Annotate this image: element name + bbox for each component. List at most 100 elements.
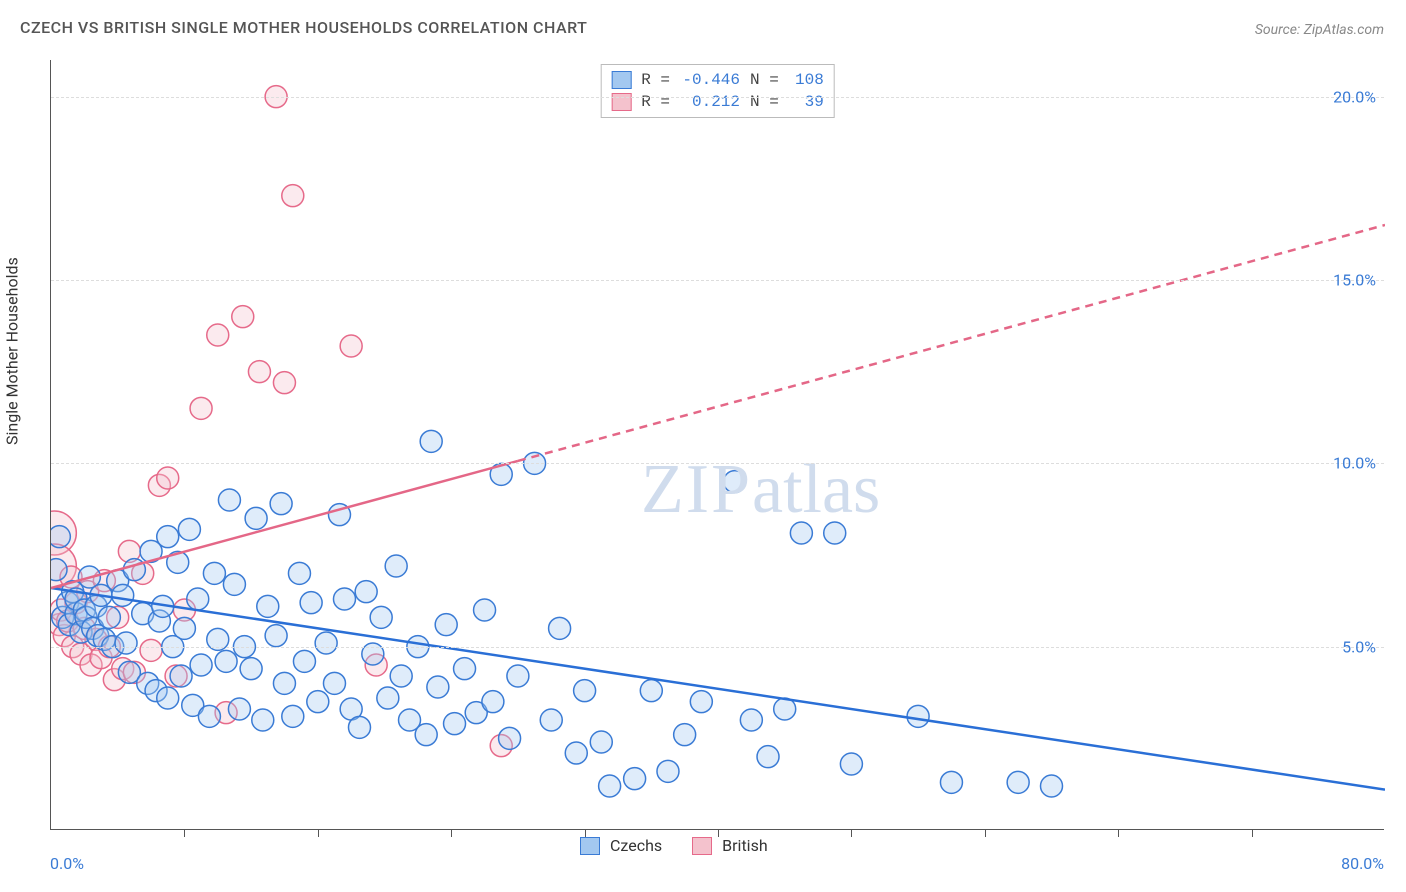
y-tick-label: 15.0% — [1333, 271, 1376, 290]
trend-line — [518, 225, 1385, 461]
data-point — [940, 771, 962, 793]
swatch-czech — [611, 71, 631, 89]
gridline — [51, 97, 1384, 98]
gridline — [51, 280, 1384, 281]
data-point — [499, 727, 521, 749]
y-tick-label: 10.0% — [1333, 454, 1376, 473]
data-point — [565, 742, 587, 764]
legend-swatch-czechs — [580, 837, 600, 855]
r-label-1: R = — [641, 69, 670, 91]
y-tick-label: 5.0% — [1342, 637, 1376, 656]
data-point — [507, 665, 529, 687]
data-point — [377, 687, 399, 709]
data-point — [474, 599, 496, 621]
n-label-2: N = — [750, 91, 779, 113]
data-point — [444, 713, 466, 735]
data-point — [218, 489, 240, 511]
data-point — [724, 471, 746, 493]
data-point — [245, 507, 267, 529]
data-point — [203, 562, 225, 584]
data-point — [390, 665, 412, 687]
data-point — [540, 709, 562, 731]
data-point — [98, 606, 120, 628]
data-point — [599, 775, 621, 797]
data-point — [51, 559, 67, 581]
n-val-1: 108 — [789, 69, 824, 91]
data-point — [840, 753, 862, 775]
data-point — [370, 606, 392, 628]
data-point — [228, 698, 250, 720]
legend-swatch-british — [692, 837, 712, 855]
data-point — [300, 592, 322, 614]
plot-area: ZIPatlas R = -0.446 N = 108 R = 0.212 N … — [50, 60, 1384, 830]
data-point — [198, 705, 220, 727]
data-point — [157, 467, 179, 489]
data-point — [690, 691, 712, 713]
data-point — [323, 672, 345, 694]
data-point — [640, 680, 662, 702]
x-origin-label: 0.0% — [50, 854, 84, 873]
data-point — [157, 687, 179, 709]
gridline — [51, 647, 1384, 648]
data-point — [1041, 775, 1063, 797]
data-point — [757, 746, 779, 768]
gridline — [51, 463, 1384, 464]
data-point — [273, 672, 295, 694]
legend-label-british: British — [722, 836, 767, 855]
data-point — [112, 584, 134, 606]
chart-title: CZECH VS BRITISH SINGLE MOTHER HOUSEHOLD… — [20, 18, 587, 37]
data-point — [549, 617, 571, 639]
data-point — [574, 680, 596, 702]
data-point — [355, 581, 377, 603]
legend-item-british: British — [692, 836, 767, 855]
data-point — [824, 522, 846, 544]
data-point — [674, 724, 696, 746]
stats-legend-box: R = -0.446 N = 108 R = 0.212 N = 39 — [600, 64, 835, 118]
x-max-label: 80.0% — [1341, 854, 1384, 873]
r-label-2: R = — [641, 91, 670, 113]
data-point — [1007, 771, 1029, 793]
data-point — [420, 430, 442, 452]
data-point — [248, 361, 270, 383]
y-axis-title: Single Mother Households — [3, 257, 22, 445]
data-point — [252, 709, 274, 731]
r-val-2: 0.212 — [680, 91, 740, 113]
stats-row-czech: R = -0.446 N = 108 — [611, 69, 824, 91]
r-val-1: -0.446 — [680, 69, 740, 91]
scatter-svg — [51, 60, 1385, 830]
data-point — [348, 716, 370, 738]
data-point — [190, 397, 212, 419]
data-point — [240, 658, 262, 680]
legend-label-czechs: Czechs — [610, 836, 662, 855]
data-point — [333, 588, 355, 610]
data-point — [207, 324, 229, 346]
trend-line — [51, 588, 1385, 790]
data-point — [657, 760, 679, 782]
data-point — [790, 522, 812, 544]
data-point — [232, 306, 254, 328]
data-point — [170, 665, 192, 687]
data-point — [270, 493, 292, 515]
bottom-legend: Czechs British — [580, 836, 768, 855]
n-label-1: N = — [750, 69, 779, 91]
data-point — [157, 526, 179, 548]
data-point — [288, 562, 310, 584]
data-point — [590, 731, 612, 753]
data-point — [307, 691, 329, 713]
data-point — [115, 632, 137, 654]
n-val-2: 39 — [789, 91, 824, 113]
data-point — [187, 588, 209, 610]
data-point — [340, 335, 362, 357]
data-point — [223, 573, 245, 595]
data-point — [385, 555, 407, 577]
legend-item-czechs: Czechs — [580, 836, 662, 855]
data-point — [265, 625, 287, 647]
data-point — [173, 617, 195, 639]
data-point — [282, 185, 304, 207]
data-point — [740, 709, 762, 731]
data-point — [315, 632, 337, 654]
data-point — [282, 705, 304, 727]
data-point — [273, 372, 295, 394]
source-label: Source: ZipAtlas.com — [1255, 22, 1384, 38]
data-point — [51, 526, 70, 548]
